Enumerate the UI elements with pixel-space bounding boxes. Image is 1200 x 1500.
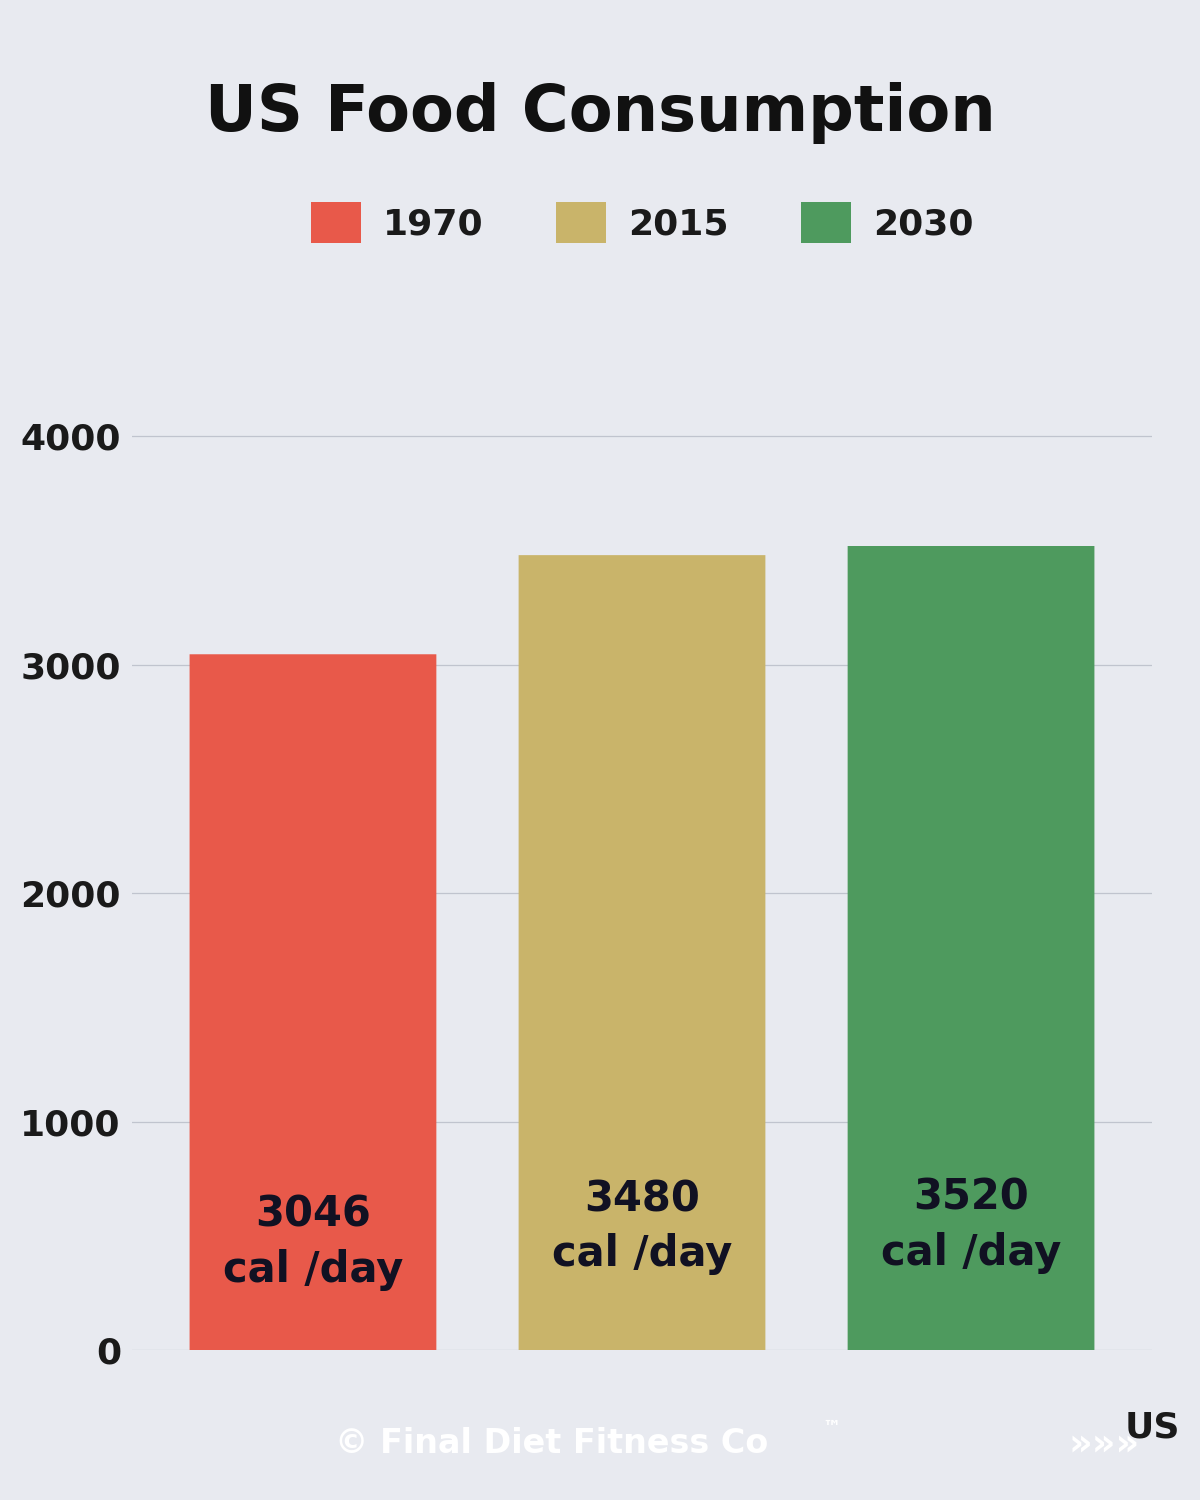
Text: ™: ™ [822,1419,840,1437]
Text: © Final Diet Fitness Co: © Final Diet Fitness Co [335,1428,769,1461]
Text: 3046
cal /day: 3046 cal /day [223,1194,403,1292]
Text: 3480
cal /day: 3480 cal /day [552,1178,732,1275]
FancyBboxPatch shape [190,654,437,1350]
Text: 3520
cal /day: 3520 cal /day [881,1178,1061,1274]
Text: »»»: »»» [1068,1425,1140,1462]
Bar [518,1330,766,1350]
Text: US: US [1124,1410,1180,1444]
Bar [190,1332,437,1350]
FancyBboxPatch shape [518,555,766,1350]
Legend: 1970, 2015, 2030: 1970, 2015, 2030 [296,188,988,258]
Bar [847,1330,1094,1350]
FancyBboxPatch shape [847,546,1094,1350]
Text: US Food Consumption: US Food Consumption [205,81,995,144]
